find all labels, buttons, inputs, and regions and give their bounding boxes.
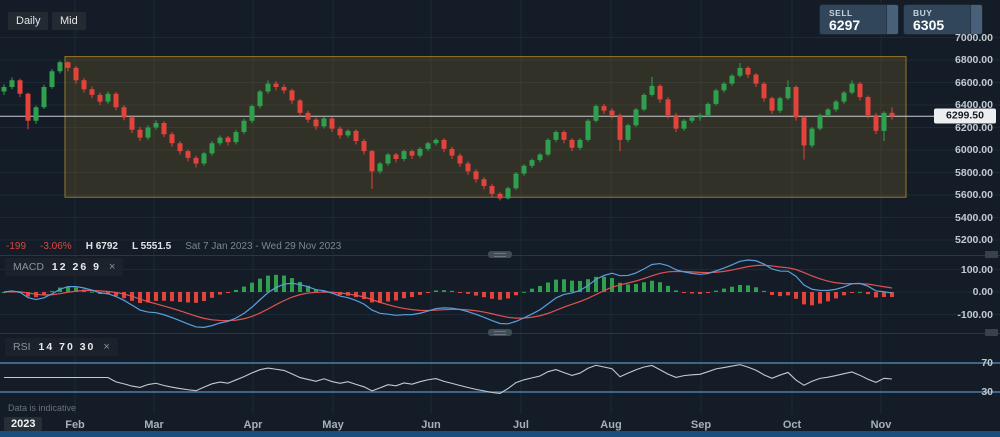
stat-low: L 5551.5 bbox=[131, 241, 172, 252]
timeframe-daily-button[interactable]: Daily bbox=[8, 12, 49, 30]
macd-indicator-chip[interactable]: MACD 12 26 9 × bbox=[5, 258, 124, 276]
sell-label: SELL bbox=[829, 8, 853, 18]
sell-price: 6297 bbox=[829, 17, 861, 33]
rsi-pane-collapse-button[interactable] bbox=[985, 329, 998, 336]
timeframe-mid-button[interactable]: Mid bbox=[52, 12, 86, 30]
rsi-level-label: 30 bbox=[981, 386, 993, 398]
x-axis-month-label: Jul bbox=[513, 419, 529, 431]
x-axis-month-label: Apr bbox=[243, 419, 263, 431]
buy-button-edge bbox=[970, 5, 982, 34]
sell-button-edge bbox=[886, 5, 898, 34]
rsi-name: RSI bbox=[13, 341, 31, 353]
price-tick-label: 5600.00 bbox=[955, 189, 993, 201]
buy-price: 6305 bbox=[913, 17, 945, 33]
rsi-indicator-chip[interactable]: RSI 14 70 30 × bbox=[5, 338, 118, 356]
rsi-close-icon[interactable]: × bbox=[103, 341, 110, 353]
x-axis-month-label: Mar bbox=[144, 419, 164, 431]
stat-high: H 6792 bbox=[85, 241, 118, 252]
macd-pane-resize-handle[interactable] bbox=[488, 251, 512, 258]
x-axis-month-label: Jun bbox=[421, 419, 441, 431]
price-tick-label: 6200.00 bbox=[955, 121, 993, 134]
macd-tick-label: 100.00 bbox=[960, 263, 993, 276]
stats-bar: -199 -3.06% H 6792 L 5551.5 Sat 7 Jan 20… bbox=[6, 241, 341, 252]
price-tick-label: 6400.00 bbox=[955, 99, 993, 111]
stat-change: -199 bbox=[6, 241, 27, 252]
x-axis-month-label: Feb bbox=[65, 419, 85, 431]
macd-tick-label: 0.00 bbox=[972, 286, 993, 298]
buy-label: BUY bbox=[913, 8, 933, 18]
macd-pane-collapse-button[interactable] bbox=[985, 251, 998, 258]
x-axis-month-label: May bbox=[322, 419, 344, 431]
rsi-pane-resize-handle[interactable] bbox=[488, 329, 512, 336]
x-axis-month-label: Aug bbox=[600, 419, 622, 431]
x-axis-month-label: Oct bbox=[782, 419, 802, 431]
stat-change-pct: -3.06% bbox=[40, 241, 72, 252]
price-tick-label: 6800.00 bbox=[955, 54, 993, 66]
macd-close-icon[interactable]: × bbox=[108, 261, 116, 273]
x-axis-year-label: 2023 bbox=[4, 417, 43, 431]
bottom-accent-bar bbox=[0, 431, 1000, 437]
rsi-level-label: 70 bbox=[981, 357, 993, 369]
macd-params: 12 26 9 bbox=[51, 261, 101, 273]
rsi-params: 14 70 30 bbox=[38, 341, 96, 353]
price-tick-label: 7000.00 bbox=[955, 31, 993, 44]
price-tick-label: 6600.00 bbox=[955, 76, 993, 89]
x-axis-month-label: Sep bbox=[690, 419, 712, 431]
stat-date-range: Sat 7 Jan 2023 - Wed 29 Nov 2023 bbox=[185, 241, 342, 252]
current-price-badge: 6299.50 bbox=[934, 108, 996, 124]
sell-button[interactable]: SELL 6297 bbox=[820, 5, 898, 34]
data-indicative-note: Data is indicative bbox=[8, 403, 77, 413]
price-tick-label: 6000.00 bbox=[955, 144, 993, 156]
macd-name: MACD bbox=[13, 261, 44, 273]
x-axis-month-label: Nov bbox=[870, 419, 892, 431]
price-tick-label: 5400.00 bbox=[955, 211, 993, 224]
price-tick-label: 5200.00 bbox=[955, 234, 993, 246]
price-tick-label: 5800.00 bbox=[955, 166, 993, 179]
buy-button[interactable]: BUY 6305 bbox=[904, 5, 982, 34]
macd-tick-label: -100.00 bbox=[957, 308, 993, 321]
